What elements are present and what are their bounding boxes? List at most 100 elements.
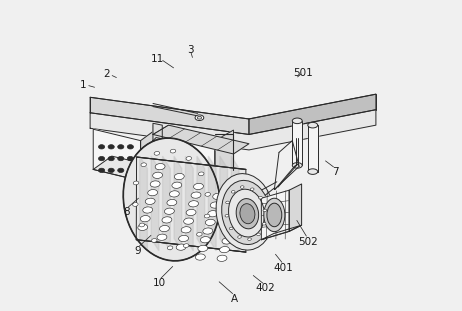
- Ellipse shape: [133, 181, 139, 185]
- Ellipse shape: [127, 168, 134, 173]
- Ellipse shape: [98, 168, 105, 173]
- Polygon shape: [90, 110, 376, 150]
- Ellipse shape: [225, 229, 234, 235]
- Ellipse shape: [139, 223, 145, 227]
- Ellipse shape: [225, 215, 229, 217]
- Text: 502: 502: [298, 237, 318, 247]
- Ellipse shape: [170, 191, 179, 197]
- Ellipse shape: [236, 199, 259, 229]
- Polygon shape: [153, 123, 162, 142]
- Ellipse shape: [204, 214, 210, 218]
- Polygon shape: [90, 97, 249, 134]
- Ellipse shape: [98, 156, 105, 161]
- Ellipse shape: [152, 172, 163, 179]
- Ellipse shape: [167, 246, 173, 250]
- Ellipse shape: [227, 220, 237, 227]
- Ellipse shape: [138, 224, 148, 230]
- Ellipse shape: [308, 122, 318, 128]
- Ellipse shape: [174, 174, 184, 180]
- Ellipse shape: [186, 209, 196, 216]
- Polygon shape: [231, 156, 239, 251]
- Ellipse shape: [183, 218, 194, 224]
- Ellipse shape: [229, 227, 233, 230]
- Ellipse shape: [141, 163, 146, 167]
- Ellipse shape: [194, 183, 203, 190]
- Ellipse shape: [186, 156, 192, 160]
- Text: 401: 401: [274, 262, 293, 272]
- Ellipse shape: [154, 151, 160, 155]
- Ellipse shape: [148, 189, 158, 196]
- Ellipse shape: [143, 207, 152, 213]
- Ellipse shape: [159, 225, 170, 232]
- Ellipse shape: [203, 228, 213, 234]
- Polygon shape: [153, 137, 165, 142]
- Ellipse shape: [188, 201, 199, 207]
- Polygon shape: [215, 130, 233, 181]
- Ellipse shape: [231, 191, 235, 193]
- Polygon shape: [163, 156, 170, 251]
- Ellipse shape: [157, 234, 167, 240]
- Ellipse shape: [179, 235, 188, 242]
- Ellipse shape: [118, 156, 124, 161]
- Ellipse shape: [240, 186, 244, 188]
- Ellipse shape: [181, 227, 191, 233]
- Ellipse shape: [108, 145, 114, 149]
- Text: 7: 7: [332, 167, 339, 177]
- Ellipse shape: [219, 247, 230, 253]
- Polygon shape: [261, 225, 302, 240]
- Polygon shape: [93, 156, 159, 181]
- Ellipse shape: [248, 238, 251, 240]
- Ellipse shape: [155, 164, 165, 170]
- Ellipse shape: [108, 156, 114, 161]
- Text: 1: 1: [79, 80, 86, 90]
- Polygon shape: [140, 156, 147, 251]
- Ellipse shape: [210, 202, 220, 208]
- Text: A: A: [231, 294, 238, 304]
- Ellipse shape: [198, 245, 208, 252]
- Polygon shape: [140, 127, 159, 181]
- Ellipse shape: [229, 189, 264, 237]
- Ellipse shape: [140, 216, 150, 222]
- Ellipse shape: [167, 199, 177, 206]
- Polygon shape: [151, 156, 159, 251]
- Ellipse shape: [292, 163, 302, 168]
- Ellipse shape: [201, 237, 210, 243]
- Ellipse shape: [205, 193, 211, 196]
- Ellipse shape: [162, 217, 172, 223]
- Polygon shape: [308, 125, 318, 172]
- Ellipse shape: [164, 208, 174, 214]
- Ellipse shape: [262, 223, 266, 225]
- Ellipse shape: [170, 149, 176, 153]
- Text: 501: 501: [293, 67, 313, 77]
- Ellipse shape: [195, 254, 205, 260]
- Ellipse shape: [222, 180, 270, 244]
- Ellipse shape: [118, 168, 124, 173]
- Ellipse shape: [172, 182, 182, 188]
- Ellipse shape: [257, 233, 261, 235]
- Ellipse shape: [263, 209, 267, 212]
- Ellipse shape: [127, 156, 134, 161]
- Ellipse shape: [226, 201, 230, 204]
- Polygon shape: [93, 129, 140, 181]
- Ellipse shape: [199, 172, 204, 176]
- Ellipse shape: [108, 168, 114, 173]
- Polygon shape: [153, 125, 215, 181]
- Polygon shape: [261, 190, 289, 240]
- Ellipse shape: [176, 244, 186, 250]
- Ellipse shape: [197, 232, 202, 236]
- Polygon shape: [136, 157, 246, 252]
- Ellipse shape: [267, 203, 282, 227]
- Ellipse shape: [205, 219, 215, 225]
- Ellipse shape: [191, 192, 201, 198]
- Ellipse shape: [123, 138, 220, 261]
- Polygon shape: [220, 156, 228, 251]
- Text: 3: 3: [187, 44, 194, 55]
- Polygon shape: [174, 156, 182, 251]
- Ellipse shape: [195, 115, 204, 121]
- Ellipse shape: [250, 188, 254, 190]
- Text: 10: 10: [152, 278, 166, 288]
- Ellipse shape: [152, 239, 157, 242]
- Ellipse shape: [216, 174, 274, 250]
- Ellipse shape: [222, 238, 232, 244]
- Ellipse shape: [292, 118, 302, 123]
